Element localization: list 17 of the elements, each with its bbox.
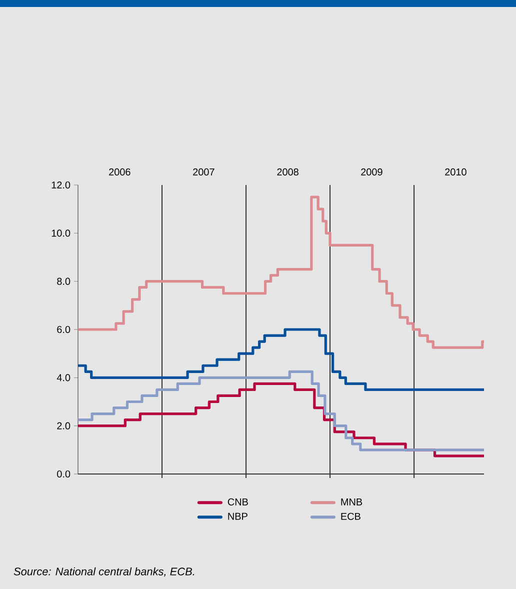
x-tick-label: 2009: [361, 168, 382, 176]
y-tick-label: 4.0: [56, 374, 70, 382]
legend-label: CNB: [228, 498, 248, 506]
x-tick-label: 2007: [193, 168, 214, 176]
legend-label: ECB: [341, 512, 360, 520]
source-note: Source: National central banks, ECB.: [14, 567, 194, 577]
legend-label: MNB: [341, 498, 362, 506]
x-tick-label: 2008: [277, 168, 298, 176]
y-tick-label: 12.0: [52, 181, 70, 189]
x-tick-label: 2010: [445, 168, 466, 176]
y-tick-label: 6.0: [57, 326, 70, 334]
y-tick-label: 0.0: [57, 470, 70, 478]
y-tick-label: 8.0: [57, 278, 70, 285]
y-tick-label: 2.0: [57, 422, 70, 430]
legend-label: NBP: [228, 512, 248, 520]
x-tick-label: 2006: [109, 168, 130, 176]
y-tick-label: 10.0: [52, 230, 70, 237]
